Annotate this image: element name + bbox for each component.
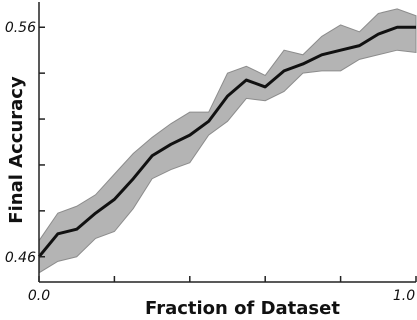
- mean-accuracy-line: [37, 25, 416, 258]
- axes: [38, 2, 416, 283]
- x-axis-title: Fraction of Dataset: [145, 298, 340, 319]
- x-tick-label: 0.0: [28, 288, 50, 304]
- tick-labels: 0.46 0.56 0.0 1.0: [5, 20, 415, 304]
- plot-area: [37, 8, 417, 274]
- tick-marks: [38, 26, 417, 282]
- x-tick-label: 1.0: [393, 288, 415, 304]
- y-tick-label: 0.46: [5, 250, 36, 266]
- confidence-band: [38, 8, 417, 274]
- y-tick-label: 0.56: [5, 20, 36, 36]
- y-axis-title: Final Accuracy: [6, 76, 27, 224]
